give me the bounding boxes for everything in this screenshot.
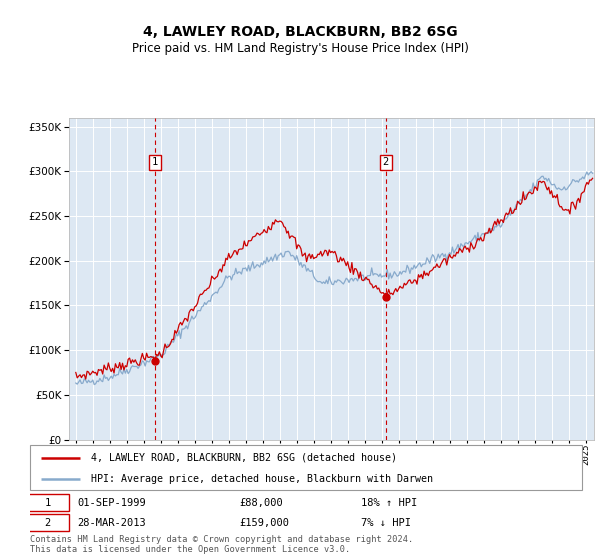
Text: 4, LAWLEY ROAD, BLACKBURN, BB2 6SG (detached house): 4, LAWLEY ROAD, BLACKBURN, BB2 6SG (deta… xyxy=(91,452,397,463)
Text: 01-SEP-1999: 01-SEP-1999 xyxy=(77,498,146,508)
Text: 2: 2 xyxy=(44,517,51,528)
Text: 1: 1 xyxy=(44,498,51,508)
Text: 18% ↑ HPI: 18% ↑ HPI xyxy=(361,498,418,508)
Text: £159,000: £159,000 xyxy=(240,517,290,528)
FancyBboxPatch shape xyxy=(27,514,68,531)
Text: Price paid vs. HM Land Registry's House Price Index (HPI): Price paid vs. HM Land Registry's House … xyxy=(131,42,469,55)
Text: 7% ↓ HPI: 7% ↓ HPI xyxy=(361,517,411,528)
Text: 4, LAWLEY ROAD, BLACKBURN, BB2 6SG: 4, LAWLEY ROAD, BLACKBURN, BB2 6SG xyxy=(143,25,457,39)
Text: 2: 2 xyxy=(383,157,389,167)
Text: £88,000: £88,000 xyxy=(240,498,284,508)
Text: Contains HM Land Registry data © Crown copyright and database right 2024.
This d: Contains HM Land Registry data © Crown c… xyxy=(30,535,413,554)
Text: 1: 1 xyxy=(152,157,158,167)
FancyBboxPatch shape xyxy=(27,494,68,511)
Text: 28-MAR-2013: 28-MAR-2013 xyxy=(77,517,146,528)
FancyBboxPatch shape xyxy=(30,445,582,490)
Text: HPI: Average price, detached house, Blackburn with Darwen: HPI: Average price, detached house, Blac… xyxy=(91,474,433,484)
